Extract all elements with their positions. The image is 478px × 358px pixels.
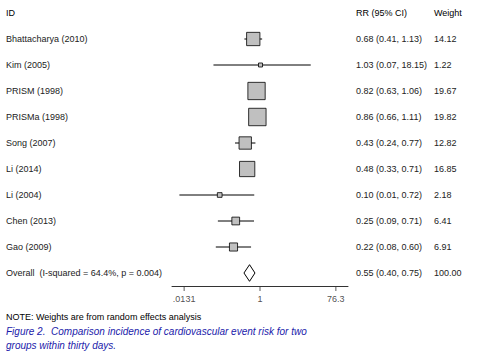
svg-text:2.18: 2.18: [434, 190, 452, 200]
svg-text:Overall (I-squared = 64.4%, p: Overall (I-squared = 64.4%, p = 0.004): [6, 268, 162, 278]
svg-text:Figure 2. Comparison incidenc: Figure 2. Comparison incidence of cardio…: [6, 326, 307, 337]
svg-text:12.82: 12.82: [434, 138, 457, 148]
svg-text:Gao (2009): Gao (2009): [6, 242, 52, 252]
svg-text:NOTE: Weights are from random: NOTE: Weights are from random effects an…: [6, 312, 202, 322]
svg-text:0.22 (0.08, 0.60): 0.22 (0.08, 0.60): [356, 242, 422, 252]
svg-text:1: 1: [257, 294, 262, 304]
svg-text:ID: ID: [6, 8, 16, 18]
svg-text:1.22: 1.22: [434, 60, 452, 70]
svg-text:PRISMa (1998): PRISMa (1998): [6, 112, 68, 122]
svg-text:6.91: 6.91: [434, 242, 452, 252]
svg-text:Song (2007): Song (2007): [6, 138, 56, 148]
svg-text:0.82 (0.63, 1.06): 0.82 (0.63, 1.06): [356, 86, 422, 96]
svg-text:0.10 (0.01, 0.72): 0.10 (0.01, 0.72): [356, 190, 422, 200]
svg-text:0.43 (0.24, 0.77): 0.43 (0.24, 0.77): [356, 138, 422, 148]
svg-text:Li (2004): Li (2004): [6, 190, 42, 200]
svg-text:Chen (2013): Chen (2013): [6, 216, 56, 226]
svg-text:16.85: 16.85: [434, 164, 457, 174]
svg-text:0.25 (0.09, 0.71): 0.25 (0.09, 0.71): [356, 216, 422, 226]
svg-text:1.03 (0.07, 18.15): 1.03 (0.07, 18.15): [356, 60, 427, 70]
svg-text:0.55 (0.40, 0.75): 0.55 (0.40, 0.75): [356, 268, 422, 278]
svg-text:14.12: 14.12: [434, 34, 457, 44]
svg-text:PRISM (1998): PRISM (1998): [6, 86, 63, 96]
svg-text:Bhattacharya (2010): Bhattacharya (2010): [6, 34, 88, 44]
svg-text:76.3: 76.3: [327, 294, 345, 304]
svg-text:0.86 (0.66, 1.11): 0.86 (0.66, 1.11): [356, 112, 421, 122]
svg-text:.0131: .0131: [173, 294, 196, 304]
svg-text:RR (95% CI): RR (95% CI): [356, 8, 407, 18]
svg-text:19.67: 19.67: [434, 86, 457, 96]
svg-text:Weight: Weight: [434, 8, 462, 18]
svg-text:Li (2014): Li (2014): [6, 164, 42, 174]
svg-text:groups within thirty days.: groups within thirty days.: [6, 340, 116, 351]
svg-text:0.68 (0.41, 1.13): 0.68 (0.41, 1.13): [356, 34, 422, 44]
svg-text:0.48 (0.33, 0.71): 0.48 (0.33, 0.71): [356, 164, 422, 174]
svg-text:19.82: 19.82: [434, 112, 457, 122]
svg-text:Kim (2005): Kim (2005): [6, 60, 50, 70]
svg-text:100.00: 100.00: [434, 268, 462, 278]
svg-text:6.41: 6.41: [434, 216, 452, 226]
